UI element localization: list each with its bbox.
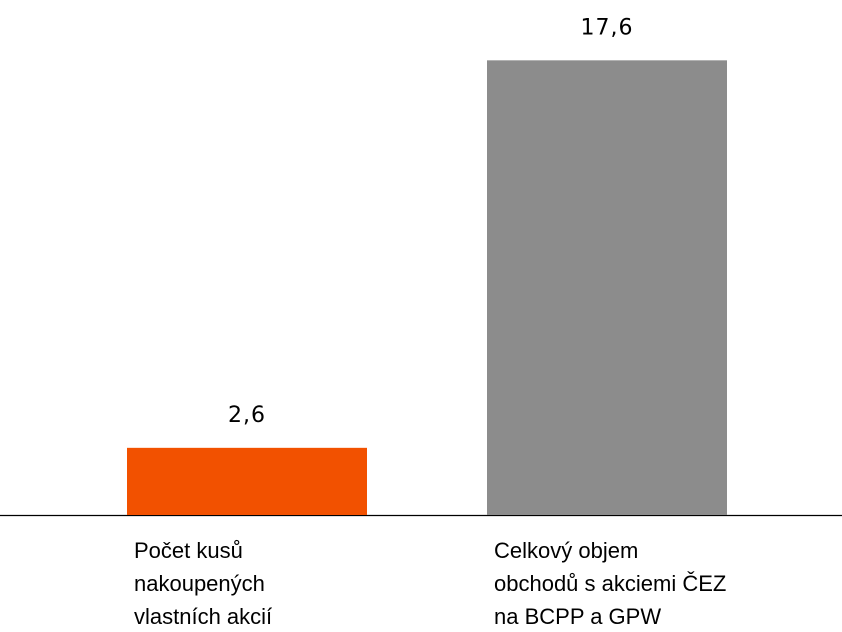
category-label: na BCPP a GPW [494, 604, 661, 629]
value-label: 17,6 [581, 15, 634, 40]
category-label: Celkový objem [494, 538, 638, 563]
bar [127, 447, 367, 515]
category-label: nakoupených [134, 571, 265, 596]
category-label: Počet kusů [134, 538, 243, 563]
category-label: obchodů s akciemi ČEZ [494, 571, 726, 596]
value-label: 2,6 [228, 403, 266, 428]
bar [487, 60, 727, 515]
category-label: vlastních akcií [134, 604, 272, 629]
